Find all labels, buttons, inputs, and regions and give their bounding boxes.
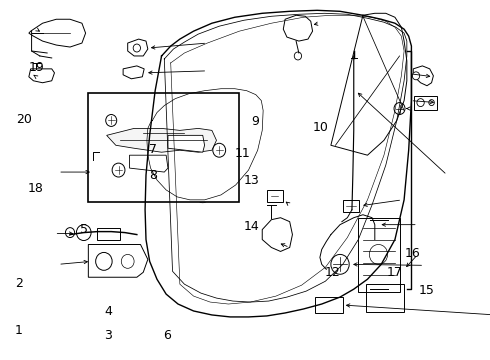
Text: 20: 20 [16,113,32,126]
Circle shape [213,143,225,157]
Bar [358,218,399,292]
Circle shape [76,225,91,240]
Circle shape [133,44,141,52]
Polygon shape [29,69,54,83]
Text: 4: 4 [104,305,112,318]
Polygon shape [413,66,433,86]
Text: 9: 9 [251,115,259,128]
Polygon shape [29,19,86,47]
Text: 13: 13 [244,174,259,186]
Polygon shape [283,15,313,41]
Text: 17: 17 [386,266,402,279]
Circle shape [106,114,117,126]
Circle shape [417,99,424,107]
Text: 18: 18 [28,183,44,195]
Circle shape [196,122,210,138]
Circle shape [112,163,125,177]
Text: 3: 3 [104,329,112,342]
Text: 5: 5 [80,223,88,236]
Bar [343,200,359,212]
Polygon shape [88,244,148,277]
Circle shape [96,252,112,270]
Polygon shape [93,160,137,185]
Polygon shape [129,155,168,172]
Text: 12: 12 [324,266,340,279]
Text: 15: 15 [418,284,434,297]
Polygon shape [262,218,293,251]
Text: 14: 14 [244,220,259,233]
Polygon shape [123,66,144,79]
Text: 8: 8 [149,169,157,182]
Bar [98,228,121,239]
Text: 19: 19 [28,61,44,74]
Circle shape [196,152,210,168]
Circle shape [122,255,134,268]
Bar [88,93,239,202]
Text: 6: 6 [163,329,171,342]
Circle shape [429,100,434,105]
Circle shape [66,228,74,238]
Text: 10: 10 [313,121,329,134]
Circle shape [413,72,419,80]
Bar [414,96,437,109]
Text: 2: 2 [15,277,23,290]
Circle shape [117,166,128,178]
Circle shape [394,103,405,114]
Text: 11: 11 [235,147,250,160]
Bar [366,284,404,312]
Circle shape [331,255,349,274]
Circle shape [294,52,301,60]
Text: 16: 16 [405,247,421,260]
Circle shape [196,187,210,203]
Bar [267,190,283,202]
Circle shape [101,166,112,178]
Polygon shape [128,39,148,56]
Text: 1: 1 [15,324,23,337]
Polygon shape [168,135,204,152]
Polygon shape [107,129,217,152]
Bar [316,297,343,313]
Text: 7: 7 [149,143,157,156]
Circle shape [369,244,388,264]
